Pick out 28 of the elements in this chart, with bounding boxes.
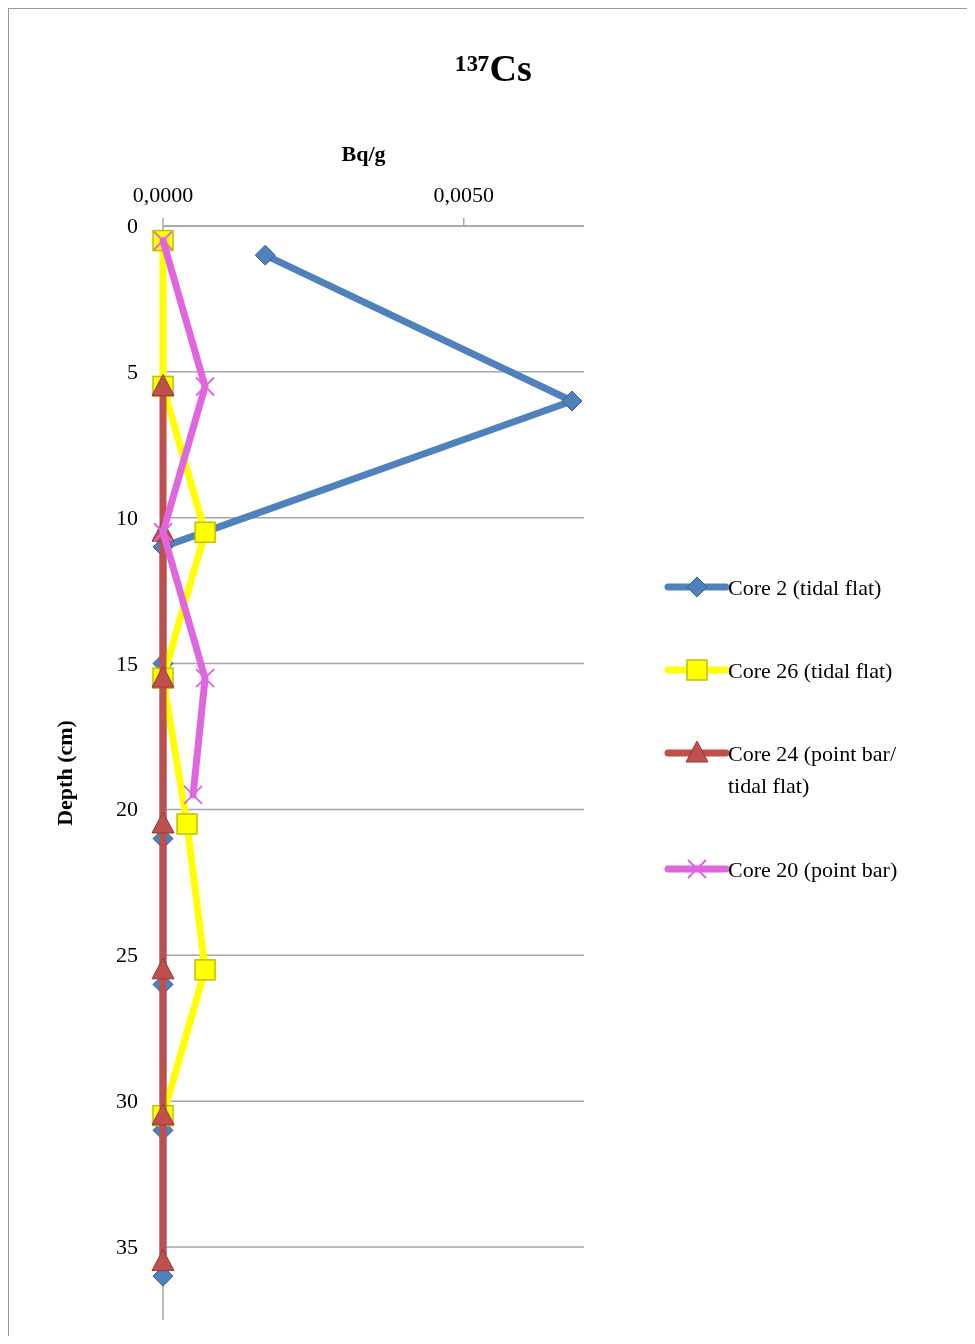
point — [176, 813, 198, 835]
y-tick-label: 5 — [127, 358, 138, 384]
x-tick-label: 0,0000 — [132, 182, 194, 207]
point — [151, 957, 175, 980]
point — [195, 376, 216, 397]
point — [194, 521, 216, 544]
legend-label: Core 26 (tidal flat) — [728, 658, 893, 683]
point — [151, 811, 175, 834]
y-tick-label: 35 — [116, 1234, 138, 1259]
point — [254, 244, 276, 266]
x-tick-label: 0,0050 — [433, 182, 494, 207]
y-tick-label: 30 — [116, 1088, 138, 1114]
point — [561, 390, 583, 412]
legend-label: Core 24 (point bar/ tidal flat) — [728, 741, 897, 798]
chart-title: ¹³⁷Cs — [455, 47, 532, 89]
y-tick-label: 25 — [116, 942, 138, 968]
legend-label: Core 20 (point bar) — [728, 857, 898, 882]
y-tick-label: 10 — [116, 504, 138, 530]
legend-label: Core 2 (tidal flat) — [728, 575, 882, 600]
point — [183, 784, 204, 805]
y-axis-title: Depth (cm) — [52, 720, 77, 826]
point — [195, 668, 216, 689]
point — [194, 959, 216, 981]
x-axis-title: Bq/g — [341, 141, 386, 166]
y-tick-label: 0 — [127, 213, 138, 238]
y-tick-label: 20 — [116, 796, 138, 822]
point — [151, 1249, 175, 1272]
y-tick-label: 15 — [116, 650, 138, 676]
